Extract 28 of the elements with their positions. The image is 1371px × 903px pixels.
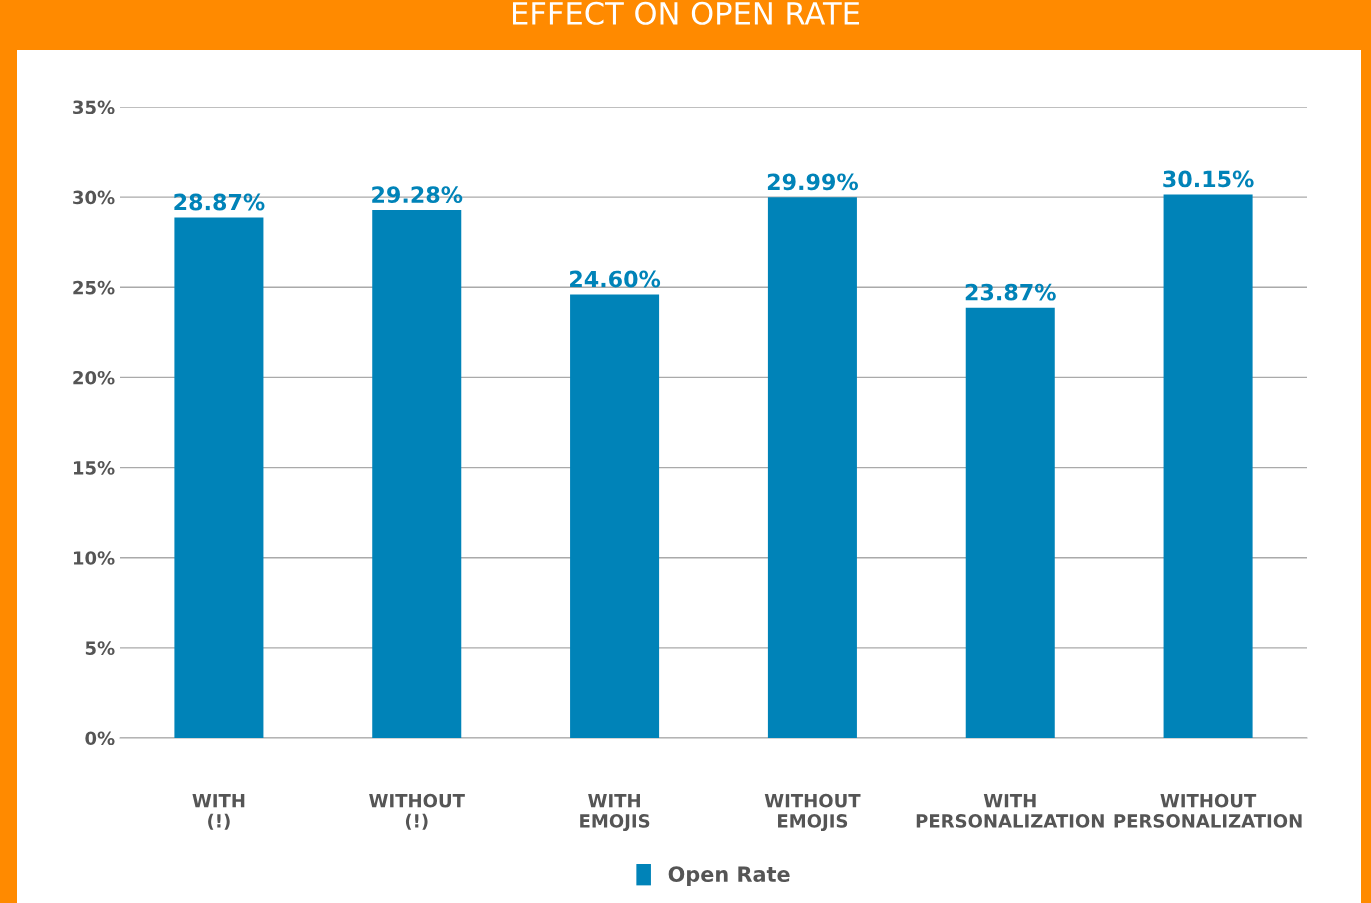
x-tick-label: WITH EMOJIS bbox=[580, 794, 650, 832]
legend-label: Open Rate bbox=[668, 866, 790, 887]
data-label: 28.87% bbox=[174, 193, 265, 211]
y-tick-label: 20% bbox=[73, 370, 115, 385]
bar bbox=[570, 294, 660, 738]
y-tick-label: 10% bbox=[73, 551, 115, 565]
bar bbox=[1163, 194, 1253, 738]
y-tick-label: 0% bbox=[85, 731, 115, 746]
data-label: 29.28% bbox=[372, 186, 463, 204]
y-tick-label: 35% bbox=[73, 100, 115, 115]
y-tick-label: 30% bbox=[73, 190, 115, 205]
y-tick-label: 15% bbox=[73, 461, 115, 475]
bar bbox=[965, 307, 1055, 738]
data-label: 24.60% bbox=[570, 270, 661, 288]
data-label: 30.15% bbox=[1163, 170, 1254, 188]
data-label: 23.87% bbox=[965, 283, 1056, 301]
x-tick-label: WITHOUT EMOJIS bbox=[764, 793, 861, 832]
x-tick-label: WITHOUT (!) bbox=[369, 793, 465, 830]
chart-title: EFFECT ON OPEN RATE bbox=[513, 1, 860, 25]
y-tick-label: 25% bbox=[73, 280, 115, 295]
bar bbox=[174, 217, 264, 738]
bar bbox=[767, 197, 857, 738]
x-tick-label: WITH PERSONALIZATION bbox=[916, 794, 1104, 828]
y-tick-label: 5% bbox=[85, 641, 115, 655]
bar bbox=[372, 210, 462, 738]
x-tick-label: WITH (!) bbox=[192, 794, 245, 830]
x-tick-label: WITHOUT PERSONALIZATION bbox=[1114, 793, 1302, 828]
data-label: 29.99% bbox=[767, 173, 858, 191]
